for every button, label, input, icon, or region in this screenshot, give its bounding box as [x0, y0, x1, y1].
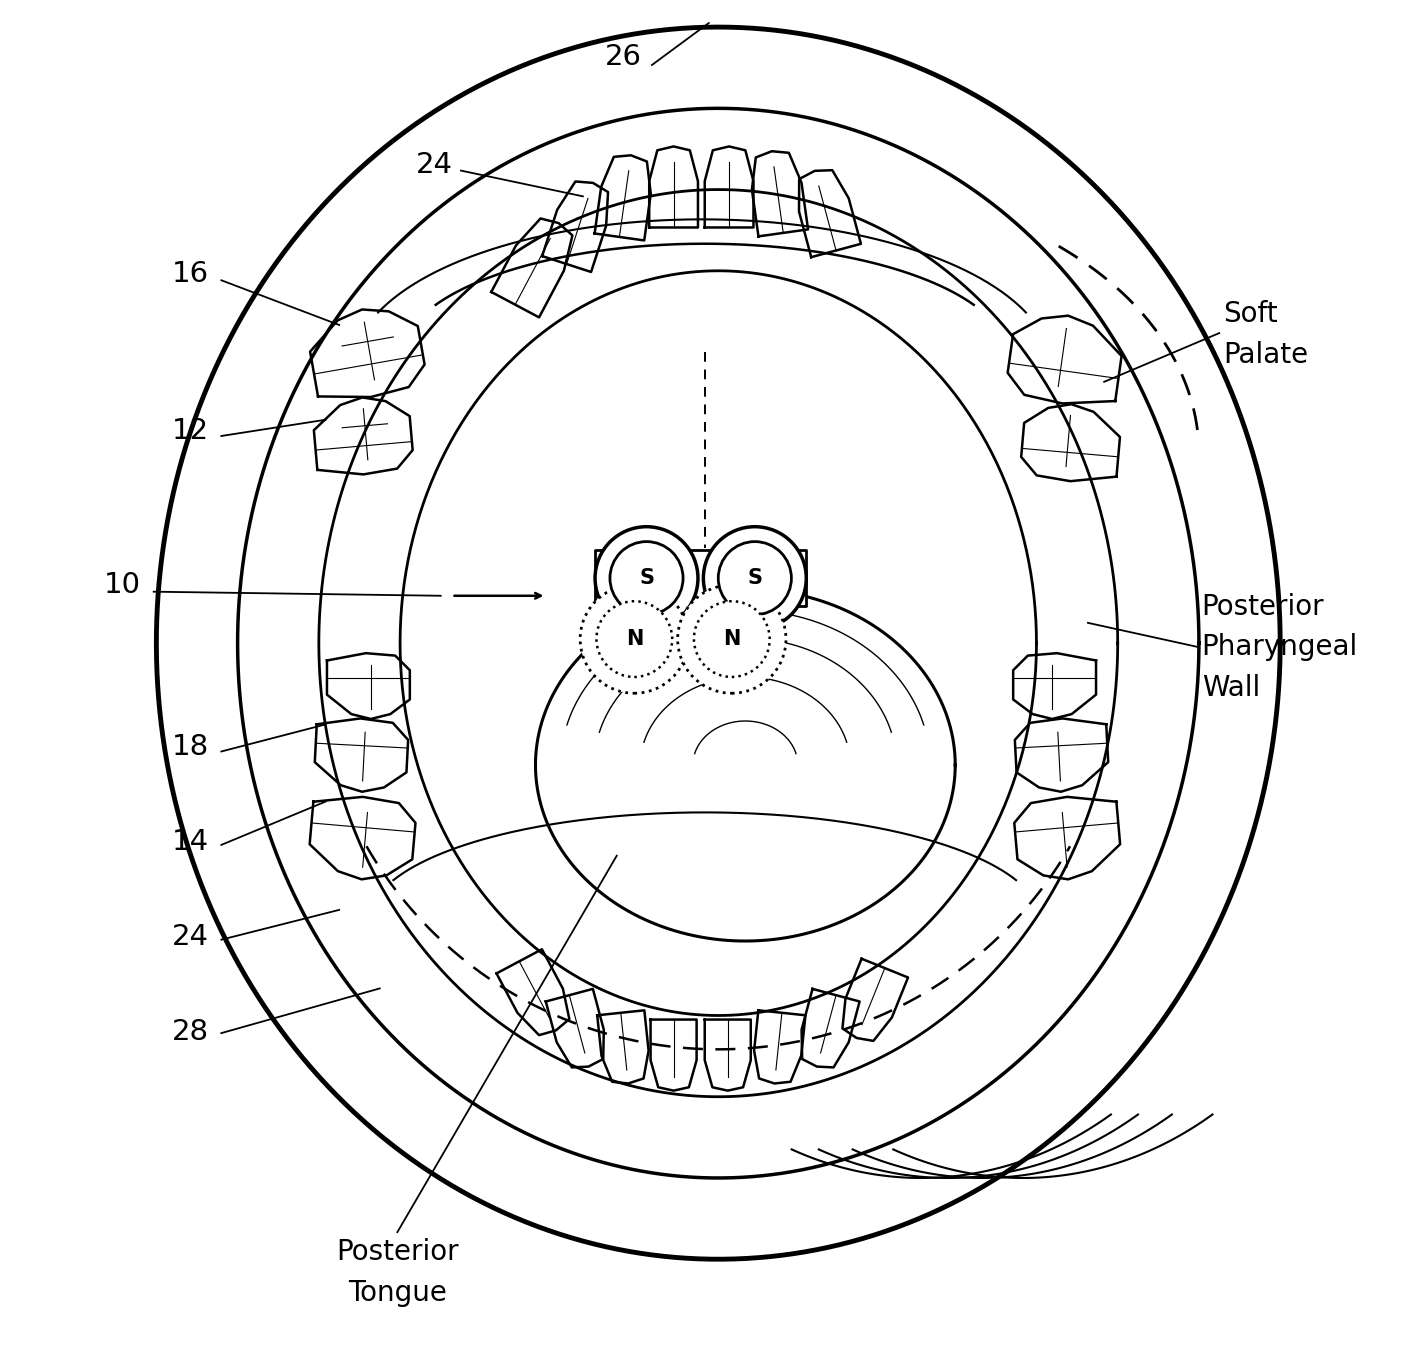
Text: 10: 10 [104, 571, 141, 598]
Text: 18: 18 [172, 734, 209, 761]
Circle shape [610, 542, 683, 615]
Text: 16: 16 [172, 260, 209, 287]
Text: Wall: Wall [1201, 674, 1259, 701]
Text: S: S [639, 569, 655, 588]
Text: 26: 26 [605, 43, 642, 70]
Text: N: N [626, 630, 643, 649]
Circle shape [694, 601, 770, 677]
Text: Posterior: Posterior [1201, 593, 1325, 620]
Circle shape [581, 585, 689, 693]
Circle shape [703, 527, 807, 630]
Text: 12: 12 [172, 417, 209, 444]
Text: S: S [747, 569, 763, 588]
Circle shape [595, 527, 697, 630]
Text: Posterior: Posterior [336, 1239, 458, 1266]
Text: Soft: Soft [1224, 301, 1278, 328]
Circle shape [719, 542, 791, 615]
Text: 24: 24 [172, 923, 209, 951]
Polygon shape [595, 550, 807, 607]
Text: 14: 14 [172, 829, 209, 856]
Circle shape [596, 601, 672, 677]
Text: Tongue: Tongue [349, 1280, 447, 1307]
Text: Palate: Palate [1224, 341, 1308, 368]
Text: 28: 28 [172, 1018, 209, 1045]
Text: 24: 24 [416, 152, 453, 179]
Circle shape [677, 585, 785, 693]
Text: N: N [723, 630, 740, 649]
Text: Pharyngeal: Pharyngeal [1201, 634, 1358, 661]
